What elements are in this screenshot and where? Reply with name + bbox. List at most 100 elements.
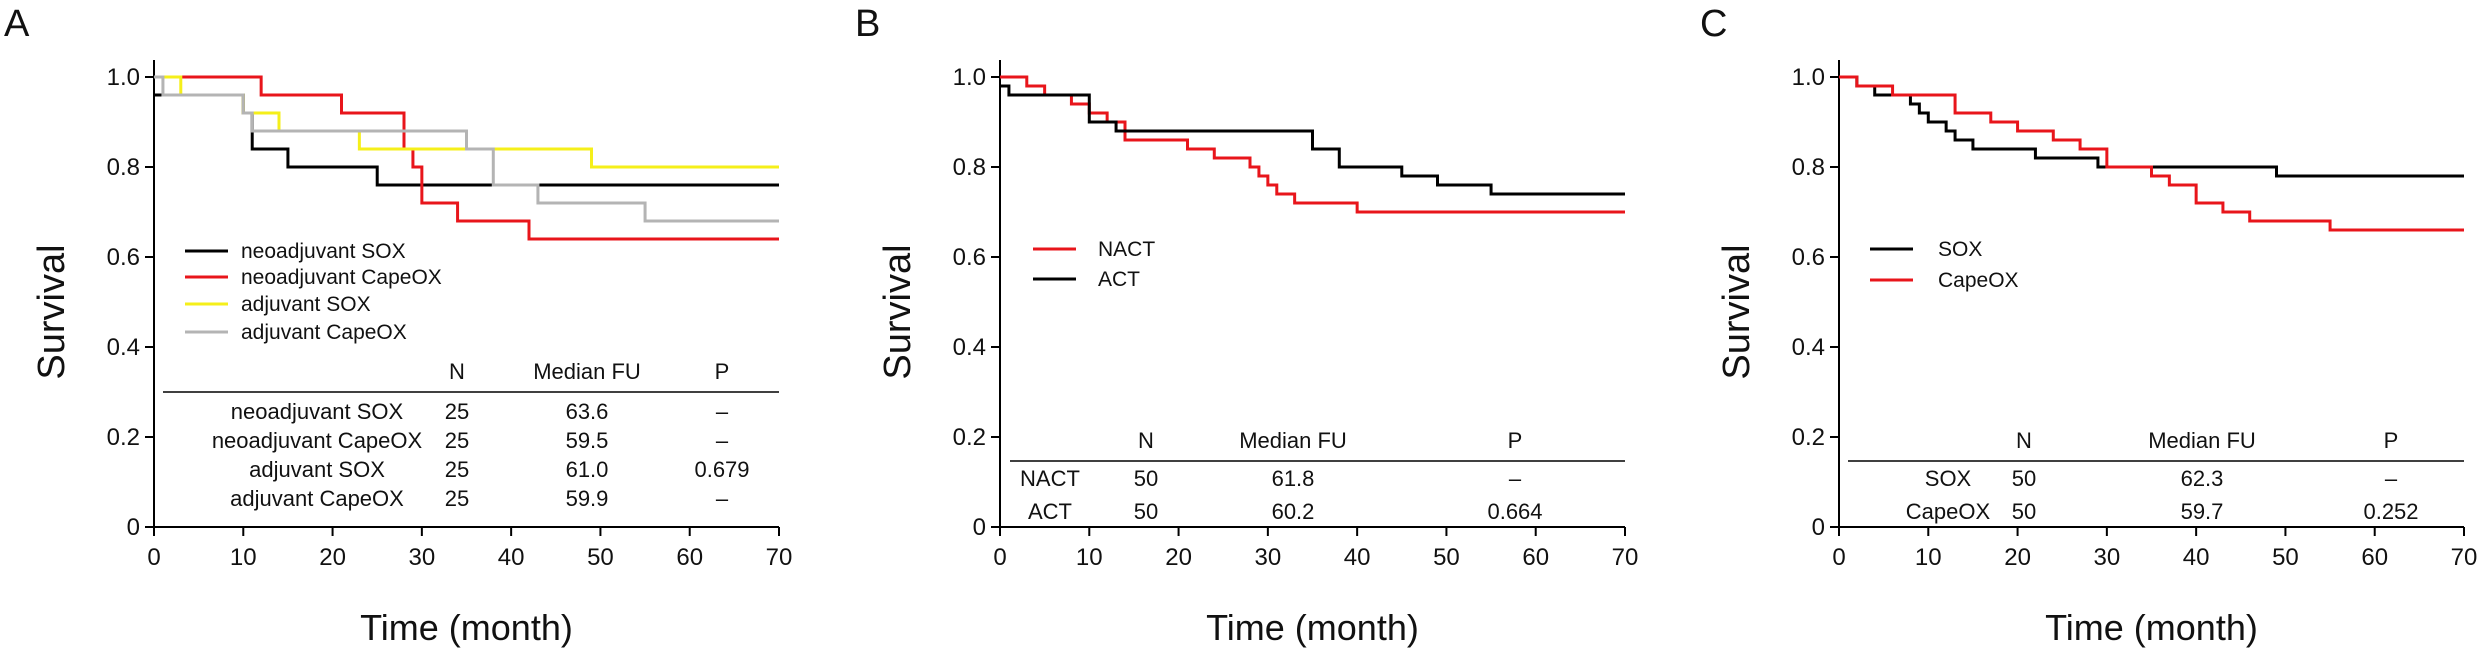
panel-letter: C	[1700, 3, 1727, 45]
table-row-label: CapeOX	[1906, 499, 1991, 524]
panel-letter: A	[4, 3, 30, 45]
table-row-label: neoadjuvant SOX	[231, 399, 404, 424]
table-cell-n: 50	[2012, 499, 2036, 524]
table-cell-p: –	[716, 486, 729, 511]
legend-label: SOX	[1938, 238, 1982, 261]
table-row-label: NACT	[1020, 466, 1080, 491]
y-tick-label: 1.0	[1792, 64, 1825, 91]
table-row-label: adjuvant CapeOX	[230, 486, 404, 511]
y-tick-label: 0.4	[1792, 334, 1825, 361]
x-tick-label: 40	[1344, 544, 1371, 571]
x-tick-label: 20	[2004, 544, 2031, 571]
y-tick-label: 0.2	[1792, 424, 1825, 451]
x-tick-label: 10	[1076, 544, 1103, 571]
table-cell-n: 50	[2012, 466, 2036, 491]
table-row-label: SOX	[1925, 466, 1972, 491]
table-cell-n: 25	[445, 457, 469, 482]
x-tick-label: 70	[2451, 544, 2478, 571]
table-cell-p: 0.664	[1487, 499, 1542, 524]
km-curve-act	[1000, 84, 1625, 196]
legend-label: adjuvant CapeOX	[241, 321, 407, 344]
table-row-label: adjuvant SOX	[249, 457, 385, 482]
panel-letter: B	[855, 3, 880, 45]
table-header-n: N	[2016, 428, 2032, 453]
table-cell-median: 62.3	[2181, 466, 2224, 491]
x-tick-label: 20	[1165, 544, 1192, 571]
table-cell-p: –	[2385, 466, 2398, 491]
km-curve-adjuvant-sox	[154, 75, 779, 169]
y-tick-label: 0.6	[1792, 244, 1825, 271]
table-row-label: neoadjuvant CapeOX	[212, 428, 423, 453]
y-tick-label: 0.2	[953, 424, 986, 451]
table-cell-n: 25	[445, 399, 469, 424]
y-axis-title: Survival	[31, 244, 73, 379]
table-cell-median: 59.5	[566, 428, 609, 453]
table-header-median: Median FU	[533, 359, 641, 384]
table-cell-n: 50	[1134, 499, 1158, 524]
legend-label: NACT	[1098, 238, 1155, 261]
x-tick-label: 40	[2183, 544, 2210, 571]
y-axis-title: Survival	[877, 244, 919, 379]
table-cell-p: –	[716, 428, 729, 453]
table-cell-p: 0.252	[2363, 499, 2418, 524]
x-tick-label: 60	[676, 544, 703, 571]
table-row-label: ACT	[1028, 499, 1072, 524]
legend-label: ACT	[1098, 268, 1140, 291]
y-tick-label: 0.6	[953, 244, 986, 271]
table-header-p: P	[1508, 428, 1523, 453]
x-tick-label: 70	[766, 544, 793, 571]
km-curve-sox	[1839, 75, 2464, 178]
km-curve-capeox	[1839, 75, 2464, 232]
x-tick-label: 40	[498, 544, 525, 571]
panel-c: C 0 10 20 30 40 50 60 70 0 0.2 0.4 0.6 0.8 1.0 Time (mo…	[1700, 3, 2477, 648]
table-header-n: N	[449, 359, 465, 384]
table-header-n: N	[1138, 428, 1154, 453]
y-tick-label: 0	[127, 514, 140, 541]
y-tick-label: 0.8	[107, 154, 140, 181]
legend-label: adjuvant SOX	[241, 293, 371, 316]
table-cell-median: 60.2	[1272, 499, 1315, 524]
x-tick-label: 30	[2094, 544, 2121, 571]
y-tick-label: 0.2	[107, 424, 140, 451]
table-cell-p: –	[716, 399, 729, 424]
table-header-median: Median FU	[2148, 428, 2256, 453]
y-tick-label: 0.8	[953, 154, 986, 181]
x-tick-label: 30	[1255, 544, 1282, 571]
x-tick-label: 10	[230, 544, 257, 571]
table-header-median: Median FU	[1239, 428, 1347, 453]
legend-label: CapeOX	[1938, 269, 2019, 292]
x-tick-label: 0	[993, 544, 1006, 571]
x-tick-label: 50	[1433, 544, 1460, 571]
table-cell-median: 63.6	[566, 399, 609, 424]
table-cell-p: 0.679	[694, 457, 749, 482]
y-tick-label: 0.6	[107, 244, 140, 271]
km-curve-adjuvant-capeox	[154, 75, 779, 223]
table-cell-p: –	[1509, 466, 1522, 491]
y-tick-label: 0.4	[107, 334, 140, 361]
x-tick-label: 10	[1915, 544, 1942, 571]
table-cell-median: 61.8	[1272, 466, 1315, 491]
x-tick-label: 0	[147, 544, 160, 571]
legend-label: neoadjuvant SOX	[241, 240, 406, 263]
table-cell-n: 50	[1134, 466, 1158, 491]
y-axis-title: Survival	[1716, 244, 1758, 379]
y-tick-label: 0.4	[953, 334, 986, 361]
table-cell-n: 25	[445, 428, 469, 453]
table-header-p: P	[715, 359, 730, 384]
x-tick-label: 30	[409, 544, 436, 571]
y-tick-label: 0	[973, 514, 986, 541]
x-tick-label: 60	[2361, 544, 2388, 571]
x-tick-label: 60	[1522, 544, 1549, 571]
y-tick-label: 0	[1812, 514, 1825, 541]
table-cell-n: 25	[445, 486, 469, 511]
x-tick-label: 70	[1612, 544, 1639, 571]
table-header-p: P	[2384, 428, 2399, 453]
x-axis-title: Time (month)	[1206, 607, 1419, 648]
panel-a: A 0 10 20 30 40 50 60 70 0 0.2 0.4 0.6 0.8 1.0 Time (mo…	[4, 3, 792, 648]
panel-b: B 0 10 20 30 40 50 60 70 0 0.2 0.4 0.6 0.8 1.0 Time (mo…	[855, 3, 1638, 648]
table-cell-median: 59.9	[566, 486, 609, 511]
y-tick-label: 0.8	[1792, 154, 1825, 181]
y-tick-label: 1.0	[107, 64, 140, 91]
x-tick-label: 50	[2272, 544, 2299, 571]
